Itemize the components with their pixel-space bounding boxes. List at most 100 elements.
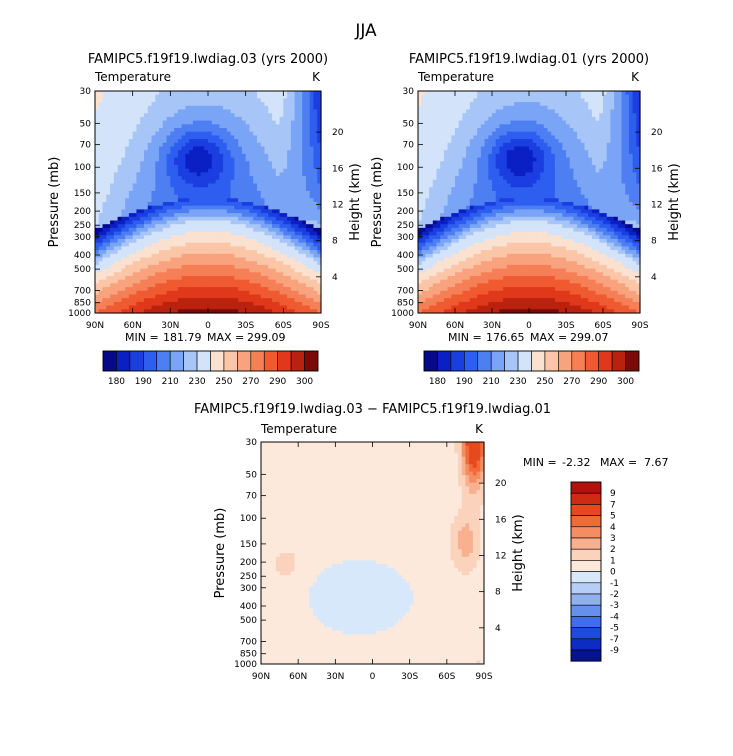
field-cell [215, 94, 220, 99]
field-cell [132, 246, 138, 251]
field-cell [181, 298, 186, 303]
field-cell [317, 231, 322, 236]
field-cell [155, 224, 160, 229]
field-cell [125, 298, 130, 303]
field-cell [181, 235, 186, 240]
field-cell [241, 124, 247, 129]
field-cell [121, 305, 126, 310]
field-cell [469, 120, 475, 125]
field-cell [241, 105, 247, 111]
field-cell [166, 235, 171, 240]
field-cell [241, 231, 247, 236]
field-cell [162, 124, 168, 129]
field-cell [170, 109, 175, 114]
field-cell [113, 253, 119, 259]
right-tick-label: 16 [332, 164, 344, 174]
field-cell [136, 213, 141, 218]
field-cell [185, 231, 190, 236]
field-cell [268, 190, 273, 196]
field-cell [128, 231, 134, 236]
field-cell [466, 109, 471, 114]
field-cell [174, 205, 179, 210]
field-cell [143, 231, 149, 236]
field-cell [499, 157, 504, 162]
field-cell [113, 139, 119, 144]
field-cell [264, 187, 269, 192]
field-cell [610, 124, 615, 129]
field-cell [636, 161, 641, 166]
field-cell [208, 246, 213, 251]
field-cell [238, 205, 243, 210]
field-cell [177, 209, 183, 214]
field-cell [313, 253, 318, 259]
field-cell [200, 220, 205, 225]
field-cell [540, 91, 545, 96]
x-tick-label: 90N [86, 321, 104, 331]
field-cell [529, 168, 534, 173]
field-cell [113, 94, 119, 99]
field-cell [264, 135, 269, 140]
field-cell [140, 227, 145, 233]
field-cell [621, 94, 626, 99]
field-cell [241, 98, 247, 103]
field-cell [525, 150, 530, 155]
field-cell [606, 113, 611, 118]
field-cell [577, 102, 582, 107]
field-cell [177, 190, 183, 196]
field-cell [102, 253, 107, 259]
field-cell [253, 102, 258, 107]
field-cell [162, 139, 168, 144]
field-cell [132, 257, 138, 262]
field-cell [128, 168, 134, 173]
field-cell [208, 113, 213, 118]
field-cell [436, 102, 441, 107]
field-cell [290, 176, 296, 181]
field-cell [451, 105, 456, 111]
field-cell [136, 194, 141, 199]
field-cell [219, 187, 224, 192]
field-cell [447, 98, 452, 103]
field-cell [159, 276, 164, 281]
field-cell [121, 279, 126, 284]
field-cell [200, 205, 205, 210]
field-cell [514, 146, 519, 151]
field-cell [279, 124, 284, 129]
field-cell [151, 279, 156, 284]
field-cell [294, 98, 299, 103]
field-cell [106, 128, 111, 133]
field-cell [268, 116, 273, 122]
field-cell [102, 94, 107, 99]
field-cell [503, 120, 508, 125]
field-cell [215, 183, 220, 188]
field-cell [264, 124, 269, 129]
field-cell [562, 142, 567, 148]
field-cell [136, 305, 141, 310]
field-cell [113, 153, 119, 159]
field-cell [421, 135, 426, 140]
field-cell [272, 250, 277, 255]
field-cell [143, 183, 149, 188]
field-cell [238, 272, 243, 277]
field-cell [256, 102, 262, 107]
field-cell [162, 205, 168, 210]
field-cell [577, 124, 582, 129]
field-cell [603, 124, 608, 129]
field-cell [95, 272, 100, 277]
field-cell [521, 116, 526, 122]
field-cell [418, 150, 423, 155]
field-cell [102, 227, 107, 233]
field-cell [245, 120, 251, 125]
field-cell [166, 242, 171, 247]
field-cell [302, 146, 307, 151]
field-cell [143, 98, 149, 103]
field-cell [106, 98, 111, 103]
field-cell [125, 183, 130, 188]
field-cell [132, 183, 138, 188]
field-cell [249, 116, 254, 122]
field-cell [447, 116, 452, 122]
field-cell [170, 250, 175, 255]
field-cell [208, 268, 213, 273]
field-cell [159, 131, 164, 136]
field-cell [230, 227, 235, 233]
field-cell [283, 250, 288, 255]
